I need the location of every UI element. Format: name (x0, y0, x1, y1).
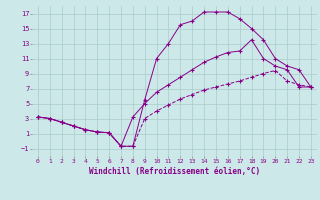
X-axis label: Windchill (Refroidissement éolien,°C): Windchill (Refroidissement éolien,°C) (89, 167, 260, 176)
